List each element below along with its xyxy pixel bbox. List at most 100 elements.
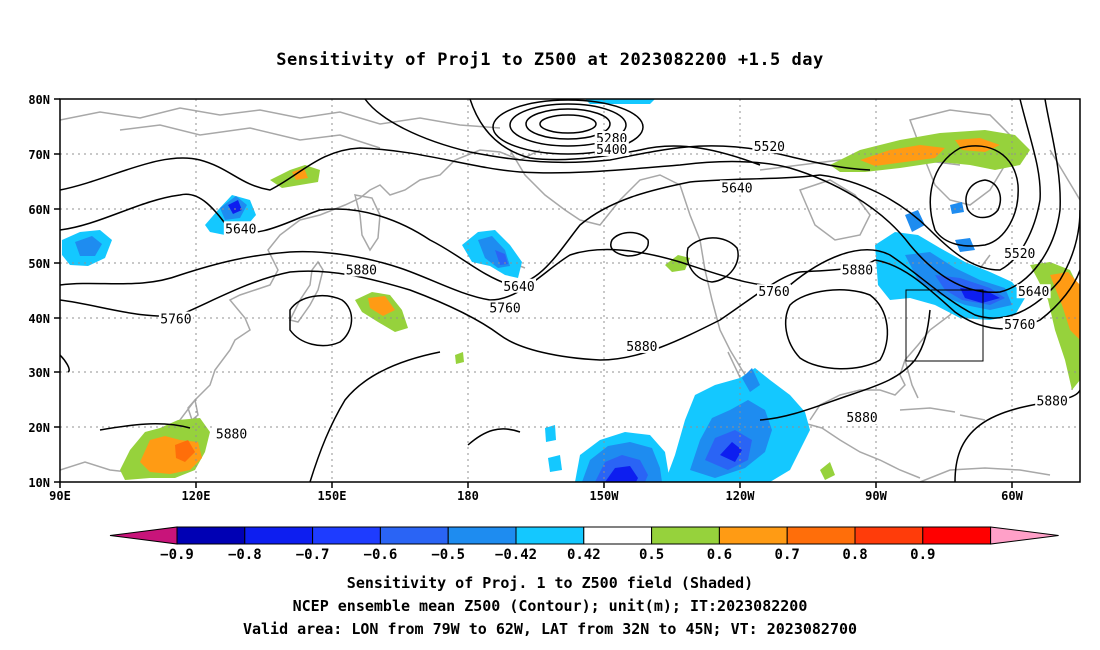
contour-label-bg: [594, 141, 629, 156]
contour-label: 5880: [1037, 395, 1068, 410]
colorbar-label: 0.7: [775, 547, 800, 563]
contour-label-bg: [1035, 393, 1070, 408]
lon-label: 60W: [1001, 489, 1023, 503]
colorbar-label: −0.9: [160, 547, 194, 563]
map-area: [60, 99, 1080, 482]
shade-negative: [548, 455, 562, 472]
shade-negative: [742, 368, 760, 392]
lat-label: 50N: [28, 257, 50, 271]
contour-label: 5640: [503, 280, 534, 295]
contour-label-bg: [594, 131, 629, 146]
shade-positive: [955, 138, 1000, 152]
colorbar-swatch: [379, 526, 449, 545]
contour-label-bg: [488, 300, 523, 315]
lon-label: 120W: [726, 489, 756, 503]
contour-label: 5880: [346, 263, 377, 278]
contour-label-bg: [1002, 317, 1037, 332]
caption-shading: Sensitivity of Proj. 1 to Z500 field (Sh…: [346, 574, 754, 592]
axis-ticks: [54, 98, 1013, 488]
lon-label: 150E: [318, 489, 347, 503]
shade-negative: [605, 466, 638, 482]
contour-label-bg: [845, 410, 880, 425]
sensitivity-shading: [62, 99, 1080, 482]
colorbar-label: 0.9: [910, 547, 935, 563]
colorbar-swatch: [651, 526, 720, 545]
contour-label: 5640: [225, 222, 256, 237]
contour-label-bg: [158, 311, 193, 326]
lat-label: 20N: [28, 421, 50, 435]
contour-label: 5760: [489, 302, 520, 317]
contour-label-bg: [757, 284, 791, 299]
contour-label-bg: [1016, 284, 1051, 299]
shade-negative: [955, 238, 975, 252]
contour-label: 5760: [758, 285, 789, 300]
lat-label: 40N: [28, 312, 50, 326]
lat-label: 60N: [28, 203, 50, 217]
contour-label-bg: [840, 262, 875, 277]
contour-label: 5640: [721, 181, 752, 196]
contour-label-bg: [502, 278, 536, 293]
contour-label-bg: [344, 262, 379, 277]
colorbar-swatch: [786, 526, 856, 545]
colorbar-arrow-left: [109, 526, 178, 545]
colorbar-label: −0.5: [431, 547, 465, 563]
lat-labels: 80N 70N 60N 50N 40N 30N 20N 10N: [28, 93, 50, 490]
contour-label: 5880: [216, 427, 247, 442]
shade-negative: [960, 288, 1000, 303]
colorbar-labels: −0.9 −0.8 −0.7 −0.6 −0.5 −0.42 0.42 0.5 0.6 0.7 0.…: [160, 547, 935, 563]
colorbar-label: 0.42: [567, 547, 601, 563]
shade-positive: [1050, 272, 1080, 340]
shade-positive: [175, 440, 195, 462]
colorbar-swatch: [312, 526, 381, 545]
lat-label: 10N: [28, 476, 50, 490]
map-title: Sensitivity of Proj1 to Z500 at 20230822…: [276, 50, 824, 70]
valid-area-box: [905, 289, 984, 362]
shade-positive: [292, 168, 308, 180]
contour-label: 5640: [1018, 285, 1049, 300]
colorbar-swatch: [447, 526, 517, 545]
colorbar-label: −0.6: [364, 547, 398, 563]
lat-label: 80N: [28, 93, 50, 107]
colorbar-label: −0.8: [228, 547, 262, 563]
contour-label: 5520: [754, 140, 785, 155]
contour-label-bg: [214, 426, 249, 441]
shade-positive: [368, 296, 395, 316]
lon-label: 120E: [182, 489, 211, 503]
colorbar-label: 0.6: [707, 547, 732, 563]
contour-label-bg: [223, 221, 258, 236]
shade-negative: [228, 200, 242, 214]
colorbar-swatch: [718, 526, 788, 545]
contour-label: 5520: [1004, 247, 1035, 262]
contour-label: 5400: [596, 143, 627, 158]
caption-valid-area: Valid area: LON from 79W to 62W, LAT fro…: [242, 620, 858, 638]
lon-labels: 90E 120E 150E 180 150W 120W 90W 60W: [49, 489, 1023, 503]
shade-negative: [75, 236, 102, 256]
graticule: [60, 99, 1080, 482]
colorbar-swatch: [176, 526, 246, 545]
colorbar-swatch: [244, 526, 314, 545]
shade-positive: [860, 145, 945, 166]
map-frame: [59, 98, 1081, 483]
colorbar-label: −0.7: [296, 547, 330, 563]
colorbar: [109, 526, 1059, 545]
colorbar-swatch: [583, 526, 653, 545]
lon-label: 90E: [49, 489, 71, 503]
colorbar-arrow-right: [990, 526, 1059, 545]
shade-positive: [665, 255, 690, 272]
colorbar-label: −0.42: [495, 547, 537, 563]
contour-label-bg: [719, 180, 754, 195]
contour-label: 5760: [1004, 318, 1035, 333]
shade-negative: [495, 250, 508, 265]
contour-label: 5880: [842, 263, 873, 278]
shade-negative: [950, 202, 964, 214]
contour-label: 5760: [160, 313, 191, 328]
shade-negative: [720, 442, 742, 462]
contour-label-bg: [1002, 245, 1037, 260]
shade-negative: [905, 210, 925, 232]
colorbar-swatch: [922, 526, 992, 545]
shade-negative: [545, 425, 556, 442]
colorbar-label: 0.5: [639, 547, 664, 563]
contour-label-bg: [624, 338, 659, 353]
